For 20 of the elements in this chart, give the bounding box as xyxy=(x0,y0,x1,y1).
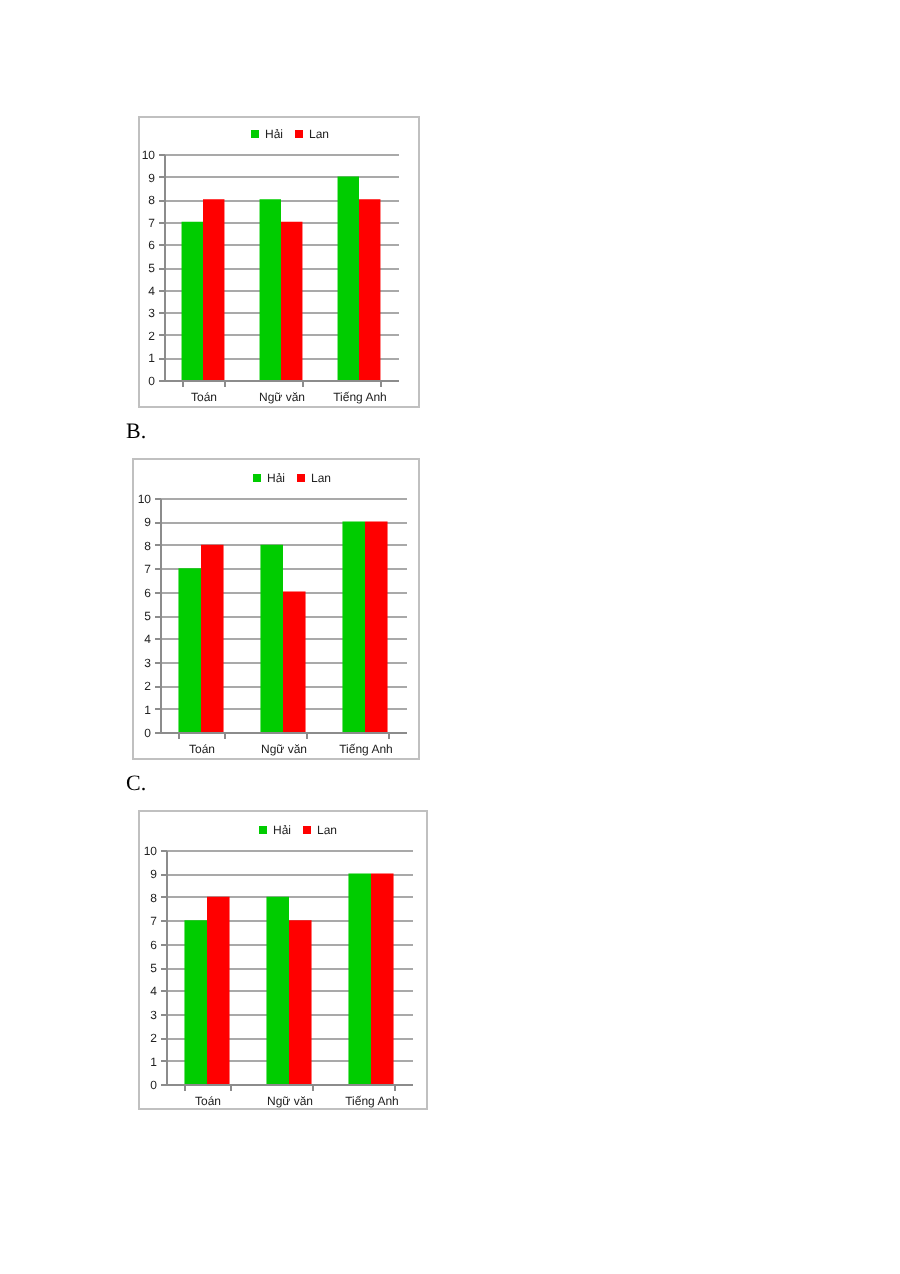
bar xyxy=(342,521,365,732)
bar xyxy=(203,199,225,380)
bar xyxy=(266,896,289,1084)
bar xyxy=(348,873,371,1084)
bar xyxy=(178,568,201,732)
chart-title: B. xyxy=(126,420,147,444)
bar xyxy=(337,176,359,380)
chart-title: C. xyxy=(126,772,147,796)
bar xyxy=(207,896,230,1084)
bar xyxy=(371,873,394,1084)
bar xyxy=(283,591,306,732)
bar xyxy=(260,544,283,732)
bar xyxy=(365,521,388,732)
bar xyxy=(201,544,224,732)
bar xyxy=(359,199,381,380)
bar xyxy=(181,221,203,380)
bar xyxy=(259,199,281,380)
bar xyxy=(184,920,207,1084)
bar xyxy=(281,221,303,380)
bar xyxy=(289,920,312,1084)
